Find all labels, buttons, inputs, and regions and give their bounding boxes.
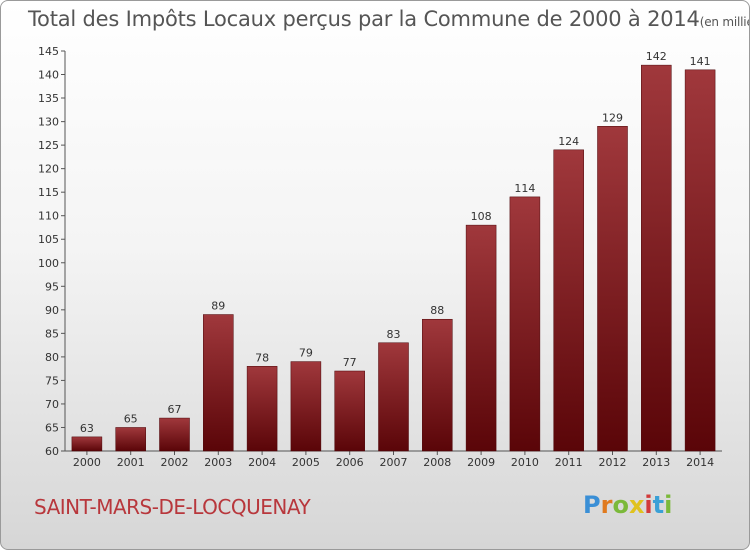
logo-letter: o — [612, 491, 629, 519]
logo-letter: t — [652, 491, 665, 519]
y-tick-label: 70 — [45, 398, 59, 411]
value-label-2003: 89 — [211, 300, 225, 313]
value-label-2007: 83 — [387, 328, 401, 341]
value-label-2013: 142 — [646, 50, 667, 63]
value-label-2010: 114 — [514, 182, 535, 195]
y-tick-label: 75 — [45, 374, 59, 387]
y-tick-label: 90 — [45, 304, 59, 317]
commune-name: SAINT-MARS-DE-LOCQUENAY — [34, 495, 311, 519]
value-label-2001: 65 — [124, 412, 138, 425]
value-label-2012: 129 — [602, 111, 623, 124]
x-tick-label-2007: 2007 — [380, 456, 408, 469]
bar-2005 — [290, 361, 322, 452]
y-tick-label: 65 — [45, 421, 59, 434]
bar-2010 — [509, 196, 541, 452]
y-tick-label: 85 — [45, 327, 59, 340]
bar-2007 — [378, 342, 409, 452]
axes: 60 65 70 75 80 85 90 95 100 105 110 115 120 125 130 135… — [38, 45, 722, 469]
value-label-2000: 63 — [80, 422, 94, 435]
x-tick-label-2009: 2009 — [467, 456, 495, 469]
y-tick-label: 135 — [38, 92, 59, 105]
x-tick-label-2014: 2014 — [686, 456, 714, 469]
chart-title: Total des Impôts Locaux perçus par la Co… — [28, 7, 749, 31]
logo-letter: P — [583, 491, 601, 519]
logo-letter: x — [628, 491, 645, 519]
y-tick-label: 120 — [38, 163, 59, 176]
bar-2012 — [597, 126, 628, 452]
x-tick-label-2002: 2002 — [161, 456, 189, 469]
value-label-2006: 77 — [343, 356, 357, 369]
y-tick-label: 130 — [38, 116, 59, 129]
y-tick-label: 140 — [38, 69, 59, 82]
bar-2004 — [246, 366, 278, 452]
logo-letter: i — [664, 491, 673, 519]
x-tick-label-2000: 2000 — [73, 456, 101, 469]
bar-2011 — [553, 149, 584, 452]
value-label-2002: 67 — [168, 403, 182, 416]
bars: 63 65 67 89 78 79 77 83 88 108 114 124 129 142 141 — [71, 50, 716, 452]
bar-2009 — [465, 224, 497, 452]
x-tick-label-2008: 2008 — [423, 456, 451, 469]
bar-2006 — [334, 370, 365, 452]
bar-2001 — [115, 427, 146, 452]
y-tick-label: 60 — [45, 445, 59, 458]
y-tick-label: 105 — [38, 233, 59, 246]
x-tick-label-2006: 2006 — [336, 456, 364, 469]
x-tick-label-2010: 2010 — [511, 456, 539, 469]
bar-2002 — [159, 417, 190, 452]
bar-2013 — [641, 64, 672, 452]
bar-2003 — [203, 314, 234, 452]
y-tick-label: 80 — [45, 351, 59, 364]
value-label-2005: 79 — [299, 347, 313, 360]
value-label-2014: 141 — [690, 55, 711, 68]
title-text: Total des Impôts Locaux perçus par la Co… — [28, 7, 700, 31]
bar-2008 — [422, 318, 453, 452]
value-label-2008: 88 — [430, 304, 444, 317]
y-tick-label: 115 — [38, 186, 59, 199]
y-tick-label: 145 — [38, 45, 59, 58]
x-tick-label-2012: 2012 — [599, 456, 627, 469]
logo-letter: i — [644, 491, 653, 519]
bar-2000 — [71, 436, 103, 452]
proxiti-logo: Proxiti — [583, 491, 672, 519]
x-tick-label-2011: 2011 — [555, 456, 583, 469]
y-tick-label: 100 — [38, 257, 59, 270]
x-tick-label-2001: 2001 — [117, 456, 145, 469]
y-tick-label: 125 — [38, 139, 59, 152]
x-tick-label-2003: 2003 — [204, 456, 232, 469]
value-label-2011: 124 — [558, 135, 579, 148]
x-tick-label-2013: 2013 — [642, 456, 670, 469]
y-tick-label: 95 — [45, 280, 59, 293]
x-tick-label-2004: 2004 — [248, 456, 276, 469]
bar-2014 — [684, 69, 716, 452]
unit-label: (en milliers d'€) — [699, 15, 749, 29]
x-tick-label-2005: 2005 — [292, 456, 320, 469]
value-label-2004: 78 — [255, 351, 269, 364]
value-label-2009: 108 — [471, 210, 492, 223]
logo-letter: r — [600, 491, 613, 519]
y-tick-label: 110 — [38, 210, 59, 223]
